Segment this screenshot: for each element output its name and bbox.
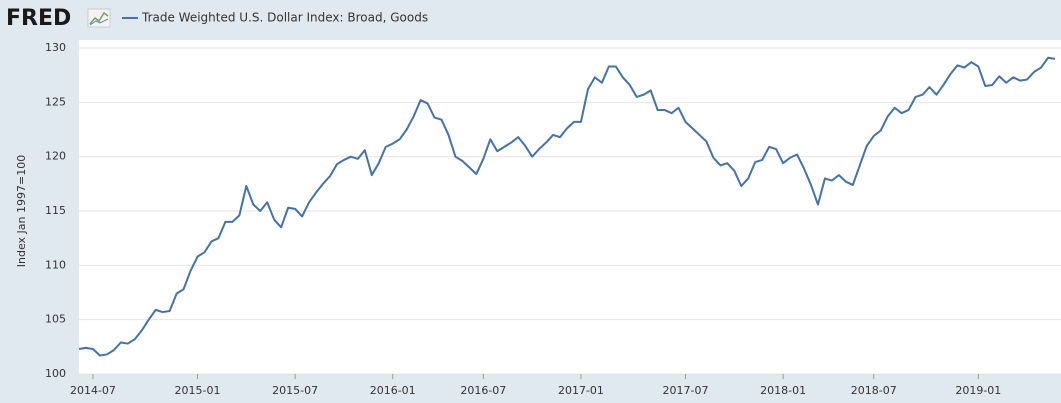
y-axis-label: Index Jan 1997=100 <box>15 155 28 267</box>
y-tick-label: 125 <box>45 95 66 108</box>
y-tick-label: 120 <box>45 150 66 163</box>
x-tick-label: 2015-07 <box>272 384 318 397</box>
data-line <box>78 56 1056 357</box>
x-tick-label: 2017-07 <box>663 384 709 397</box>
y-tick-label: 105 <box>45 313 66 326</box>
x-tick-label: 2016-01 <box>370 384 416 397</box>
y-tick-label: 100 <box>45 367 66 380</box>
plot-area <box>79 40 1061 374</box>
x-tick-label: 2018-01 <box>760 384 806 397</box>
legend-label: Trade Weighted U.S. Dollar Index: Broad,… <box>141 11 428 25</box>
x-tick-label: 2018-07 <box>851 384 897 397</box>
logo: FRED <box>6 6 71 31</box>
x-tick-label: 2016-07 <box>460 384 506 397</box>
x-tick-label: 2014-07 <box>70 384 116 397</box>
y-tick-label: 110 <box>45 258 66 271</box>
y-tick-label: 130 <box>45 41 66 54</box>
x-tick-label: 2017-01 <box>558 384 604 397</box>
x-tick-label: 2019-01 <box>955 384 1001 397</box>
y-tick-label: 115 <box>45 204 66 217</box>
x-tick-label: 2015-01 <box>175 384 221 397</box>
logo-icon <box>87 8 111 28</box>
